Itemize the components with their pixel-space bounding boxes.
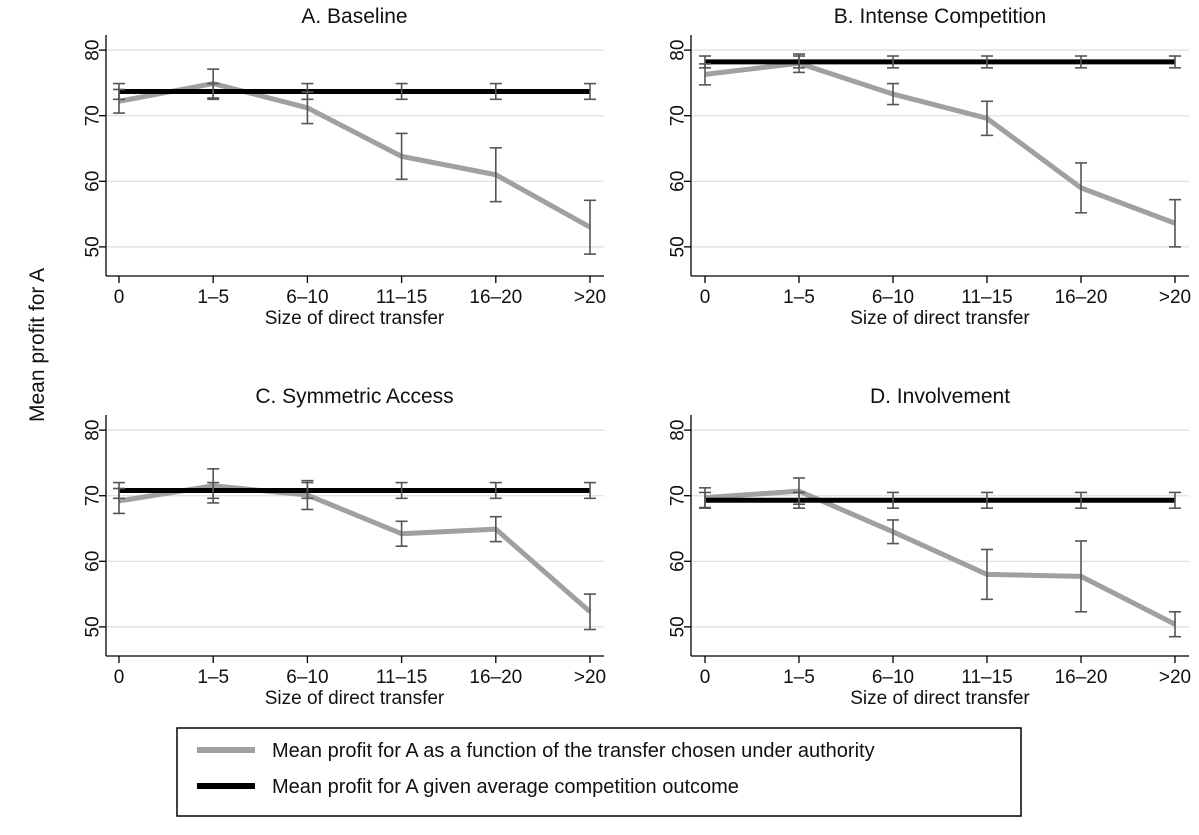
series-line-gray: [704, 60, 1176, 226]
x-tick-label: 0: [114, 287, 125, 308]
figure-y-axis-label: Mean profit for A: [26, 268, 49, 422]
series-line-gray: [118, 81, 592, 230]
x-axis-label: Size of direct transfer: [850, 308, 1030, 329]
y-tick-label: 80: [83, 40, 104, 61]
x-tick-label: 16–20: [469, 667, 522, 688]
x-tick-label: 1–5: [783, 287, 815, 308]
x-tick-label: 16–20: [1055, 667, 1108, 688]
x-axis-label: Size of direct transfer: [265, 688, 445, 709]
panel-title: D. Involvement: [870, 385, 1010, 408]
legend: Mean profit for A as a function of the t…: [176, 727, 1022, 817]
x-tick-label: 0: [114, 667, 125, 688]
y-tick-label: 60: [83, 551, 104, 572]
legend-box: [176, 727, 1022, 817]
x-tick-label: 16–20: [1055, 287, 1108, 308]
panel-title: A. Baseline: [301, 5, 407, 28]
x-tick-label: 6–10: [286, 667, 328, 688]
y-tick-label: 60: [668, 551, 689, 572]
panel-3: C. Symmetric Access 50 60 70 80 0 1–5 6–10 11–15…: [83, 385, 606, 709]
x-tick-label: 0: [700, 287, 711, 308]
x-tick-label: 1–5: [783, 667, 815, 688]
panel-1: A. Baseline 50 60 70 80 0 1–5 6–10 11–15 16–20 >20…: [83, 5, 606, 329]
panel-2: B. Intense Competition 50 60 70 80 0 1–5 6–10 11…: [668, 5, 1191, 329]
series-line-gray: [704, 488, 1177, 627]
x-tick-label: 11–15: [376, 287, 427, 308]
x-axis-label: Size of direct transfer: [265, 308, 445, 329]
x-tick-label: 1–5: [197, 667, 229, 688]
x-tick-label: 11–15: [961, 287, 1012, 308]
panel-title: B. Intense Competition: [834, 5, 1046, 28]
x-tick-label: 1–5: [197, 287, 229, 308]
x-tick-label: 16–20: [469, 287, 522, 308]
y-tick-label: 50: [668, 236, 689, 257]
y-tick-label: 50: [83, 236, 104, 257]
x-tick-label: >20: [574, 667, 606, 688]
y-tick-label: 80: [668, 420, 689, 441]
y-tick-label: 80: [668, 40, 689, 61]
y-tick-label: 70: [668, 105, 689, 126]
y-tick-label: 50: [83, 616, 104, 637]
y-tick-label: 60: [668, 171, 689, 192]
x-axis-label: Size of direct transfer: [850, 688, 1030, 709]
x-tick-label: 6–10: [872, 667, 914, 688]
x-tick-label: 11–15: [376, 667, 427, 688]
x-tick-label: 11–15: [961, 667, 1012, 688]
x-tick-label: 0: [700, 667, 711, 688]
panel-title: C. Symmetric Access: [255, 385, 453, 408]
legend-label-black: Mean profit for A given average competit…: [272, 776, 739, 798]
x-tick-label: >20: [574, 287, 606, 308]
legend-label-gray: Mean profit for A as a function of the t…: [272, 740, 875, 762]
x-tick-label: >20: [1159, 667, 1191, 688]
y-tick-label: 70: [668, 485, 689, 506]
y-tick-label: 60: [83, 171, 104, 192]
x-tick-label: 6–10: [872, 287, 914, 308]
panels: A. Baseline 50 60 70 80 0 1–5 6–10 11–15 16–20 >20…: [83, 5, 1191, 709]
y-tick-label: 50: [668, 616, 689, 637]
y-tick-label: 70: [83, 105, 104, 126]
y-tick-label: 80: [83, 420, 104, 441]
panel-4: D. Involvement 50 60 70 80 0 1–5 6–10 11–15 16–20…: [668, 385, 1191, 709]
x-tick-label: >20: [1159, 287, 1191, 308]
y-tick-label: 70: [83, 485, 104, 506]
series-line-gray: [118, 483, 592, 614]
x-tick-label: 6–10: [286, 287, 328, 308]
